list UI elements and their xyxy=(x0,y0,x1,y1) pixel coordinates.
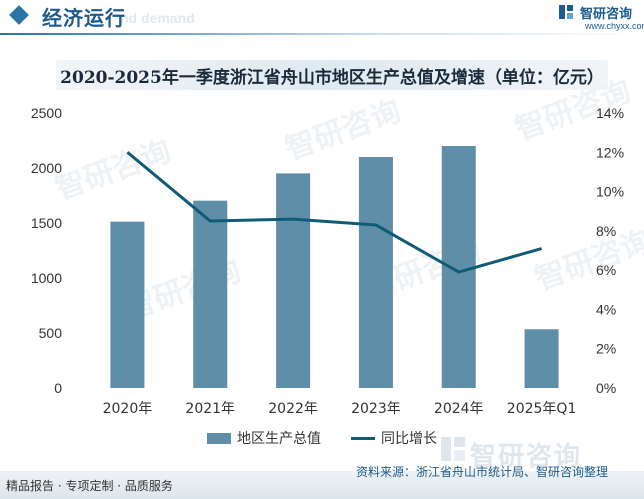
legend: 地区生产总值 同比增长 xyxy=(0,428,644,448)
legend-item-line: 同比增长 xyxy=(351,428,437,448)
x-tick-label: 2021年 xyxy=(185,401,235,417)
legend-label-bar: 地区生产总值 xyxy=(237,431,321,447)
bar xyxy=(358,157,393,388)
y-left-tick-label: 0 xyxy=(54,380,62,396)
x-tick-label: 2025年Q1 xyxy=(507,401,577,417)
y-right-tick-label: 6% xyxy=(596,262,616,278)
footer: 精品报告 · 专项定制 · 品质服务 资料来源：浙江省舟山市统计局、智研咨询整理 xyxy=(0,465,644,499)
x-tick-label: 2024年 xyxy=(434,401,484,417)
chart-title: 2020-2025年一季度浙江省舟山市地区生产总值及增速（单位：亿元） xyxy=(60,67,604,88)
logo-icon xyxy=(559,5,573,19)
bar xyxy=(524,329,559,388)
y-right-tick-label: 0% xyxy=(596,380,616,396)
y-right-tick-label: 2% xyxy=(596,341,616,357)
x-axis: 2020年 2021年 2022年 2023年 2024年 2025年Q1 xyxy=(103,401,577,417)
x-tick-label: 2020年 xyxy=(103,401,153,417)
watermark-text: 智研咨询 xyxy=(51,134,176,208)
bar-series xyxy=(110,146,559,388)
watermark-text: 智研咨询 xyxy=(281,94,406,168)
x-tick-label: 2022年 xyxy=(268,401,318,417)
logo-name: 智研咨询 xyxy=(580,7,633,22)
y-left-tick-label: 1500 xyxy=(31,215,62,231)
y-right-axis: 0% 2% 4% 6% 8% 10% 12% 14% xyxy=(596,105,624,396)
x-tick-label: 2023年 xyxy=(351,401,401,417)
watermark-logo-icon xyxy=(441,437,465,461)
footer-slogan: 精品报告 · 专项定制 · 品质服务 xyxy=(6,479,173,493)
watermark-text-bottom: 智研咨询 xyxy=(470,442,583,472)
growth-line xyxy=(126,151,542,274)
header-divider xyxy=(0,33,644,35)
logo-url: www.chyxx.com xyxy=(585,21,644,31)
bar xyxy=(276,173,311,388)
y-left-tick-label: 2000 xyxy=(31,160,62,176)
header: nd demand 经济运行 智研咨询 www.chyxx.com xyxy=(0,0,644,36)
chart-title-band: 2020-2025年一季度浙江省舟山市地区生产总值及增速（单位：亿元） xyxy=(56,60,608,90)
y-left-axis: 0 500 1000 1500 2000 2500 xyxy=(31,105,62,396)
y-right-tick-label: 4% xyxy=(596,301,616,317)
legend-swatch-bar xyxy=(207,432,231,444)
legend-label-line: 同比增长 xyxy=(381,431,437,447)
header-title: 经济运行 xyxy=(42,6,126,30)
watermark-text: 智研咨询 xyxy=(531,224,644,298)
legend-item-bar: 地区生产总值 xyxy=(207,428,321,448)
y-left-tick-label: 2500 xyxy=(31,105,62,121)
y-right-tick-label: 12% xyxy=(596,144,624,160)
footer-source: 资料来源：浙江省舟山市统计局、智研咨询整理 xyxy=(356,465,609,479)
legend-swatch-line xyxy=(351,436,375,440)
y-left-tick-label: 1000 xyxy=(31,270,62,286)
y-right-tick-label: 10% xyxy=(596,184,624,200)
bar xyxy=(193,200,228,388)
bar xyxy=(110,221,145,388)
header-ghost-text: nd demand xyxy=(120,10,195,26)
y-left-tick-label: 500 xyxy=(39,325,63,341)
y-right-tick-label: 14% xyxy=(596,105,624,121)
y-right-tick-label: 8% xyxy=(596,223,616,239)
